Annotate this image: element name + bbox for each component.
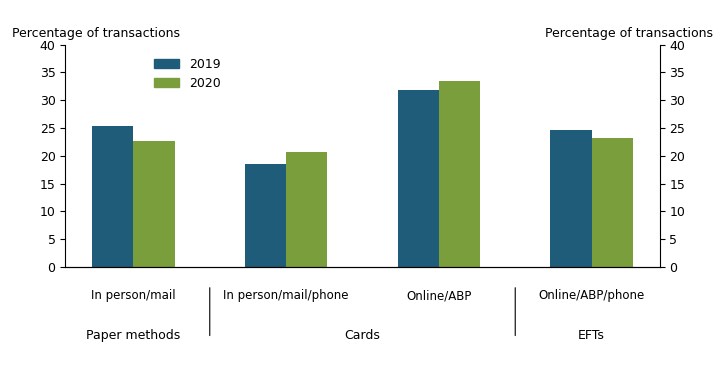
Bar: [133, 141, 175, 267]
Bar: [286, 152, 327, 267]
Bar: [439, 81, 480, 267]
Text: Cards: Cards: [344, 329, 381, 342]
Bar: [245, 164, 286, 267]
Bar: [398, 90, 439, 267]
Text: EFTs: EFTs: [578, 329, 605, 342]
Text: Online/ABP/phone: Online/ABP/phone: [539, 289, 645, 302]
Text: Percentage of transactions: Percentage of transactions: [545, 27, 713, 40]
Bar: [550, 129, 592, 267]
Legend: 2019, 2020: 2019, 2020: [149, 53, 225, 95]
Bar: [92, 126, 133, 267]
Text: Paper methods: Paper methods: [86, 329, 181, 342]
Text: Percentage of transactions: Percentage of transactions: [12, 27, 180, 40]
Bar: [592, 138, 633, 267]
Text: Online/ABP: Online/ABP: [406, 289, 471, 302]
Text: In person/mail: In person/mail: [91, 289, 175, 302]
Text: In person/mail/phone: In person/mail/phone: [223, 289, 349, 302]
